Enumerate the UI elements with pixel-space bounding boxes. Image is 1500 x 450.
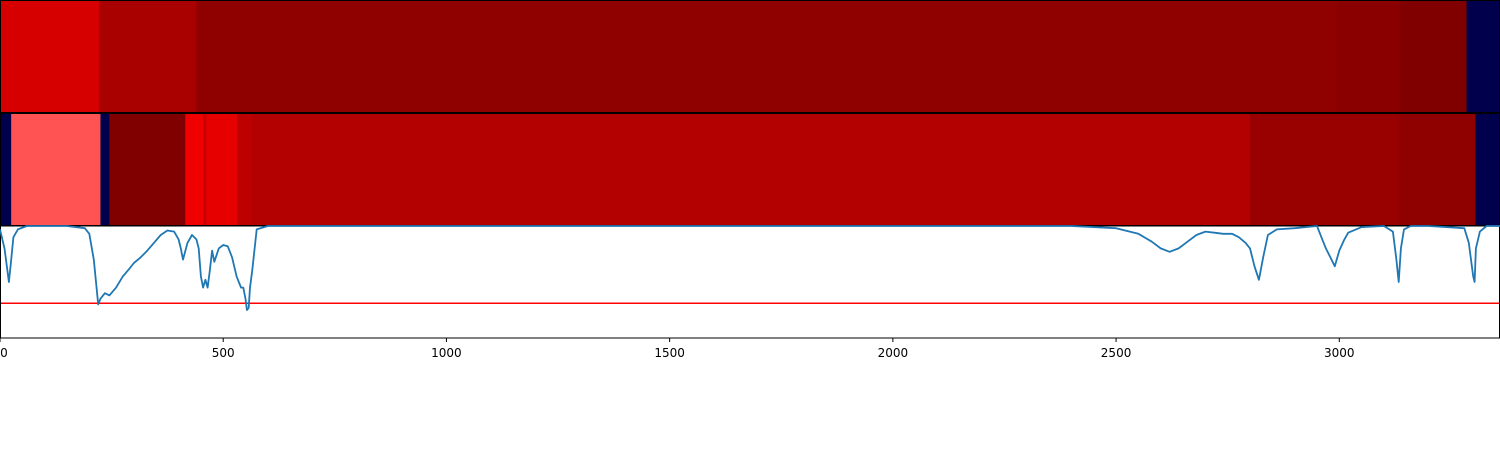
heatmap-cell-r2-11 <box>1399 113 1477 226</box>
heatmap-cell-r2-10 <box>1250 113 1401 226</box>
heatmap-row-2 <box>0 113 1500 226</box>
heatmap-cell-r2-7 <box>206 113 239 226</box>
heatmap-cell-r1-3 <box>196 0 1338 113</box>
heatmap-cell-r2-3 <box>100 113 110 226</box>
x-axis: 0 500 1000 1500 2000 2500 3000 <box>0 338 1355 360</box>
line-plot-border <box>0 225 1500 339</box>
heatmap-cell-r1-6 <box>1466 0 1500 113</box>
x-tick-label-1500: 1500 <box>654 346 685 360</box>
heatmap-cell-r1-1 <box>0 0 100 113</box>
heatmap-cell-r2-8 <box>237 113 253 226</box>
series-line <box>0 225 1500 311</box>
heatmap-cell-r2-6 <box>203 113 207 226</box>
heatmap-cell-r2-4 <box>109 113 186 226</box>
heatmap-cell-r2-12 <box>1475 113 1500 226</box>
x-tick-label-2500: 2500 <box>1101 346 1132 360</box>
x-tick-label-3000: 3000 <box>1324 346 1355 360</box>
heatmap-cell-r2-1 <box>0 113 12 226</box>
x-tick-label-500: 500 <box>212 346 235 360</box>
heatmap-row-1 <box>0 0 1500 113</box>
heatmap-cell-r2-2 <box>11 113 102 226</box>
heatmap-cell-r1-4 <box>1337 0 1401 113</box>
heatmap-cell-r2-9 <box>252 113 1251 226</box>
heatmap-cell-r2-5 <box>185 113 204 226</box>
line-plot-panel <box>0 225 1500 339</box>
x-tick-label-0: 0 <box>0 346 8 360</box>
x-tick-label-2000: 2000 <box>878 346 909 360</box>
heatmap-cell-r1-5 <box>1399 0 1468 113</box>
heatmap-cell-r1-2 <box>99 0 198 113</box>
x-tick-label-1000: 1000 <box>431 346 462 360</box>
